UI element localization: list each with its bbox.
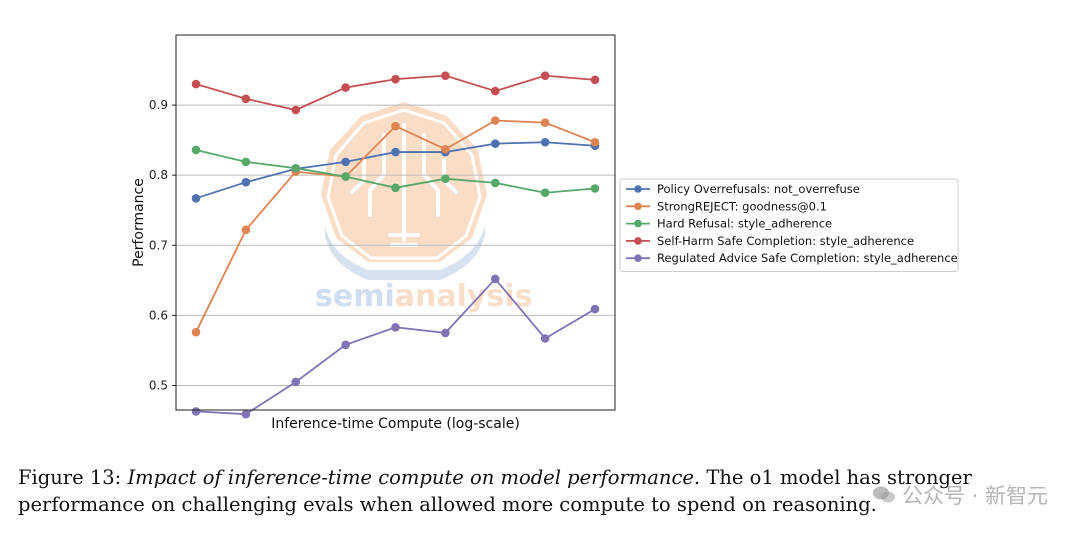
- data-point: [191, 145, 201, 155]
- data-point: [391, 121, 400, 131]
- data-point: [391, 322, 400, 332]
- data-point: [191, 327, 201, 337]
- data-point: [191, 194, 201, 203]
- data-point: [291, 377, 301, 387]
- semianalysis-logo: semianalysis: [315, 102, 532, 314]
- wechat-icon: [872, 486, 895, 503]
- y-tick-label: 0.8: [149, 168, 168, 182]
- caption-title: Impact of inference-time compute on mode…: [127, 466, 701, 489]
- legend-entry: Hard Refusal: style_adherence: [626, 217, 832, 231]
- data-point: [441, 328, 450, 338]
- series-3: [191, 145, 600, 198]
- legend-label: StrongREJECT: goodness@0.1: [657, 199, 827, 213]
- data-point: [590, 137, 600, 147]
- legend-marker: [634, 237, 642, 245]
- y-axis: 0.5 0.6 0.7 0.8 0.9: [149, 98, 176, 392]
- data-point: [490, 274, 500, 284]
- data-point: [540, 188, 550, 198]
- y-axis-label: Performance: [131, 178, 147, 267]
- data-point: [590, 304, 600, 314]
- series-layer: [191, 71, 600, 419]
- watermark-text: 公众号 · 新智元: [901, 484, 1048, 508]
- data-point: [391, 183, 400, 193]
- legend-entry: StrongREJECT: goodness@0.1: [626, 199, 827, 213]
- data-point: [590, 75, 600, 85]
- data-point: [540, 71, 550, 80]
- data-point: [241, 225, 251, 235]
- data-point: [441, 174, 450, 183]
- data-point: [540, 137, 550, 147]
- data-point: [291, 163, 301, 173]
- data-point: [241, 94, 251, 104]
- caption-label: Figure 13:: [18, 466, 122, 489]
- x-axis-label: Inference-time Compute (log-scale): [271, 416, 520, 432]
- data-point: [241, 409, 251, 419]
- data-point: [540, 334, 550, 343]
- series-5: [191, 274, 600, 419]
- data-point: [441, 144, 450, 154]
- data-point: [341, 172, 350, 181]
- data-point: [490, 139, 500, 148]
- data-point: [590, 184, 600, 193]
- legend-label: Self-Harm Safe Completion: style_adheren…: [657, 234, 914, 248]
- legend: Policy Overrefusals: not_overrefuse Stron…: [619, 178, 959, 272]
- data-point: [291, 105, 301, 115]
- legend-marker: [634, 219, 642, 228]
- y-tick-label: 0.6: [149, 308, 168, 322]
- data-point: [191, 407, 201, 416]
- data-point: [241, 177, 251, 187]
- y-tick-label: 0.5: [149, 378, 168, 392]
- legend-marker: [634, 185, 642, 193]
- series-4: [191, 71, 600, 115]
- legend-marker: [634, 202, 642, 211]
- logo-text-part2: analysis: [395, 279, 533, 314]
- data-point: [341, 157, 350, 167]
- y-tick-label: 0.9: [149, 98, 168, 112]
- figure-caption: Figure 13: Impact of inference-time comp…: [18, 464, 1078, 518]
- logo-text-part1: semi: [315, 279, 395, 314]
- data-point: [191, 79, 201, 89]
- legend-label: Policy Overrefusals: not_overrefuse: [657, 182, 860, 196]
- y-tick-label: 0.7: [149, 238, 168, 252]
- data-point: [490, 86, 500, 96]
- legend-label: Hard Refusal: style_adherence: [657, 217, 832, 231]
- data-point: [490, 178, 500, 188]
- grid-lines: [176, 104, 615, 386]
- data-point: [391, 74, 400, 84]
- data-point: [441, 71, 450, 80]
- legend-marker: [634, 254, 642, 262]
- data-point: [490, 116, 500, 125]
- legend-entry: Self-Harm Safe Completion: style_adheren…: [626, 234, 914, 248]
- legend-entry: Policy Overrefusals: not_overrefuse: [626, 182, 860, 196]
- caption-body: The o1 model has stronger performance on…: [18, 466, 972, 516]
- data-point: [341, 83, 350, 92]
- plot-frame: [175, 34, 616, 411]
- data-point: [341, 340, 350, 350]
- data-point: [241, 157, 251, 167]
- watermark: 公众号 · 新智元: [872, 480, 1048, 510]
- legend-label: Regulated Advice Safe Completion: style_…: [657, 251, 958, 265]
- legend-entry: Regulated Advice Safe Completion: style_…: [626, 251, 958, 265]
- data-point: [391, 147, 400, 157]
- legend-box: [619, 178, 959, 272]
- data-point: [540, 118, 550, 127]
- chart: semianalysis 0.5 0.6 0.7 0.8 0.9 Inference-t…: [131, 34, 959, 432]
